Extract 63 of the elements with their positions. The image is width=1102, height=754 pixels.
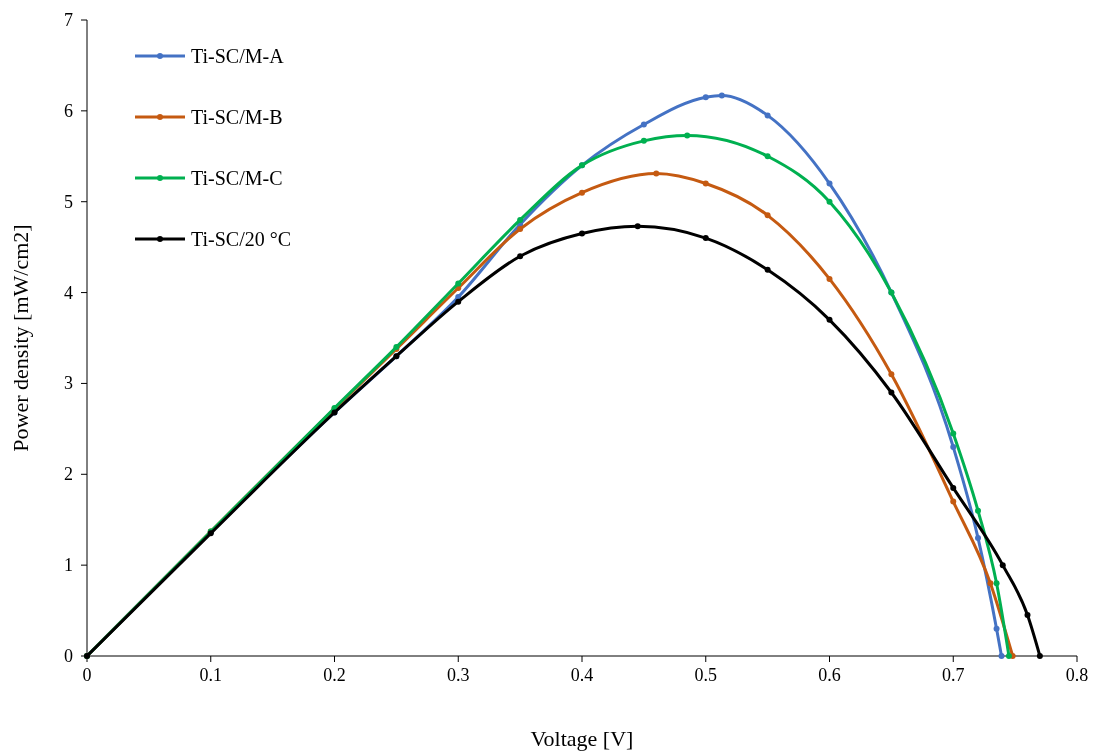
- point: [517, 253, 524, 260]
- point: [826, 275, 833, 282]
- point: [718, 92, 725, 99]
- legend-label: Ti-SC/20 °C: [191, 228, 292, 250]
- point: [764, 212, 771, 219]
- x-tick-label: 0.8: [1065, 665, 1089, 685]
- point: [826, 180, 833, 187]
- point: [640, 121, 647, 128]
- point: [999, 562, 1006, 569]
- y-tick-label: 1: [64, 555, 73, 576]
- point: [950, 498, 957, 505]
- legend-label: Ti-SC/M-C: [191, 167, 283, 189]
- point: [888, 371, 895, 378]
- point: [702, 94, 709, 101]
- legend-label: Ti-SC/M-A: [191, 45, 285, 67]
- x-tick-label: 0.6: [818, 665, 841, 685]
- point: [764, 266, 771, 273]
- point: [1024, 612, 1031, 619]
- point: [455, 280, 462, 287]
- y-tick-label: 6: [64, 100, 73, 121]
- point: [702, 180, 709, 187]
- x-tick-label: 0.5: [694, 665, 717, 685]
- x-tick-label: 0.1: [199, 665, 222, 685]
- y-tick-label: 4: [64, 282, 73, 303]
- y-tick-label: 5: [64, 191, 73, 212]
- x-tick-label: 0.2: [323, 665, 346, 685]
- point: [684, 132, 691, 139]
- y-tick-label: 3: [64, 373, 73, 394]
- legend-label: Ti-SC/M-B: [191, 106, 283, 128]
- point: [640, 137, 647, 144]
- point: [1036, 653, 1043, 659]
- point: [950, 484, 957, 491]
- point: [975, 534, 981, 541]
- x-tick-label: 0.4: [570, 665, 594, 685]
- x-axis-title: Voltage [V]: [530, 726, 634, 751]
- point: [653, 170, 660, 177]
- x-tick-label: 0.7: [942, 665, 965, 685]
- point: [1005, 653, 1012, 659]
- point: [764, 153, 771, 160]
- point: [764, 112, 771, 119]
- point: [826, 316, 833, 323]
- point: [634, 223, 641, 230]
- point: [998, 653, 1005, 659]
- y-tick-label: 7: [64, 10, 73, 30]
- point: [826, 198, 833, 205]
- point: [579, 230, 585, 237]
- x-tick-label: 0: [82, 665, 92, 685]
- point: [950, 430, 957, 437]
- point: [987, 580, 994, 587]
- point: [517, 216, 524, 223]
- point: [975, 507, 981, 514]
- y-tick-label: 0: [64, 646, 73, 666]
- x-tick-label: 0.3: [447, 665, 470, 685]
- point: [455, 298, 462, 305]
- point: [517, 225, 524, 232]
- y-tick-label: 2: [64, 464, 73, 485]
- y-axis-title: Power density [mW/cm2]: [8, 224, 33, 452]
- point: [702, 235, 709, 242]
- point: [993, 580, 1000, 587]
- point: [888, 389, 895, 396]
- point: [579, 189, 585, 196]
- point: [993, 625, 1000, 632]
- point: [950, 444, 957, 451]
